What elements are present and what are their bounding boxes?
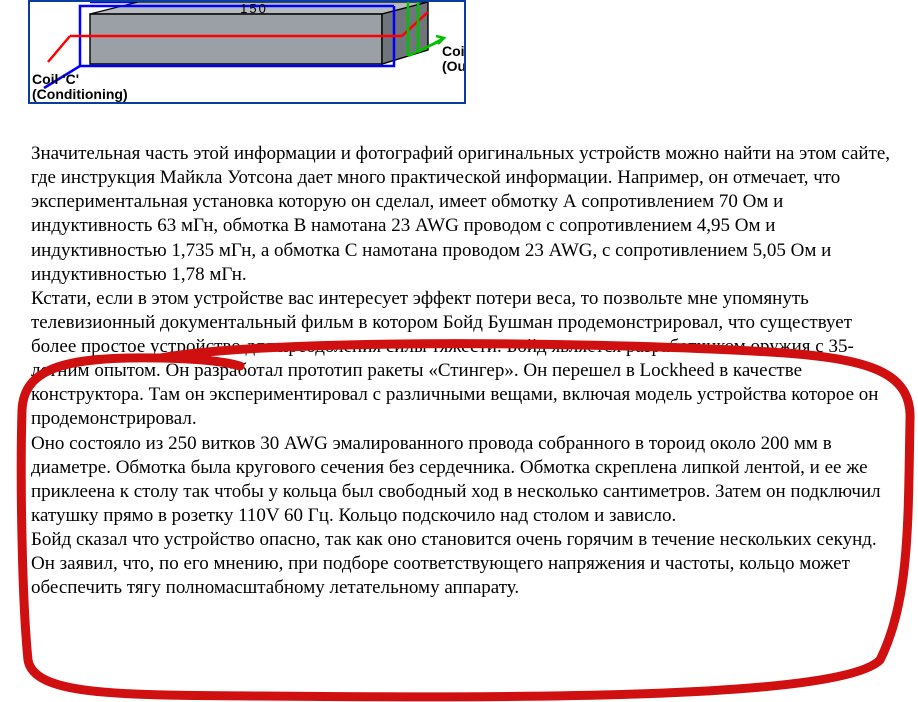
paragraph-1: Значительная часть этой информации и фот… (31, 142, 891, 287)
diagram-frame: 150 Coil 'B' (Output) Coil 'C' (Conditio… (28, 0, 466, 104)
coil-c-label-1: Coil 'C' (32, 71, 79, 87)
article-text: Значительная часть этой информации и фот… (31, 142, 891, 600)
paragraph-2: Кстати, если в этом устройстве вас интер… (31, 287, 891, 432)
paragraph-3: Оно состояло из 250 витков 30 AWG эмалир… (31, 432, 891, 529)
coil-b-label-1: Coil 'B' (442, 43, 464, 59)
paragraph-4: Бойд сказал что устройство опасно, так к… (31, 528, 891, 600)
coil-b-label-2: (Output) (442, 58, 464, 74)
diagram-svg: 150 Coil 'B' (Output) Coil 'C' (Conditio… (30, 2, 464, 102)
coil-c-label-2: (Conditioning) (32, 86, 128, 102)
dimension-label: 150 (240, 2, 268, 16)
